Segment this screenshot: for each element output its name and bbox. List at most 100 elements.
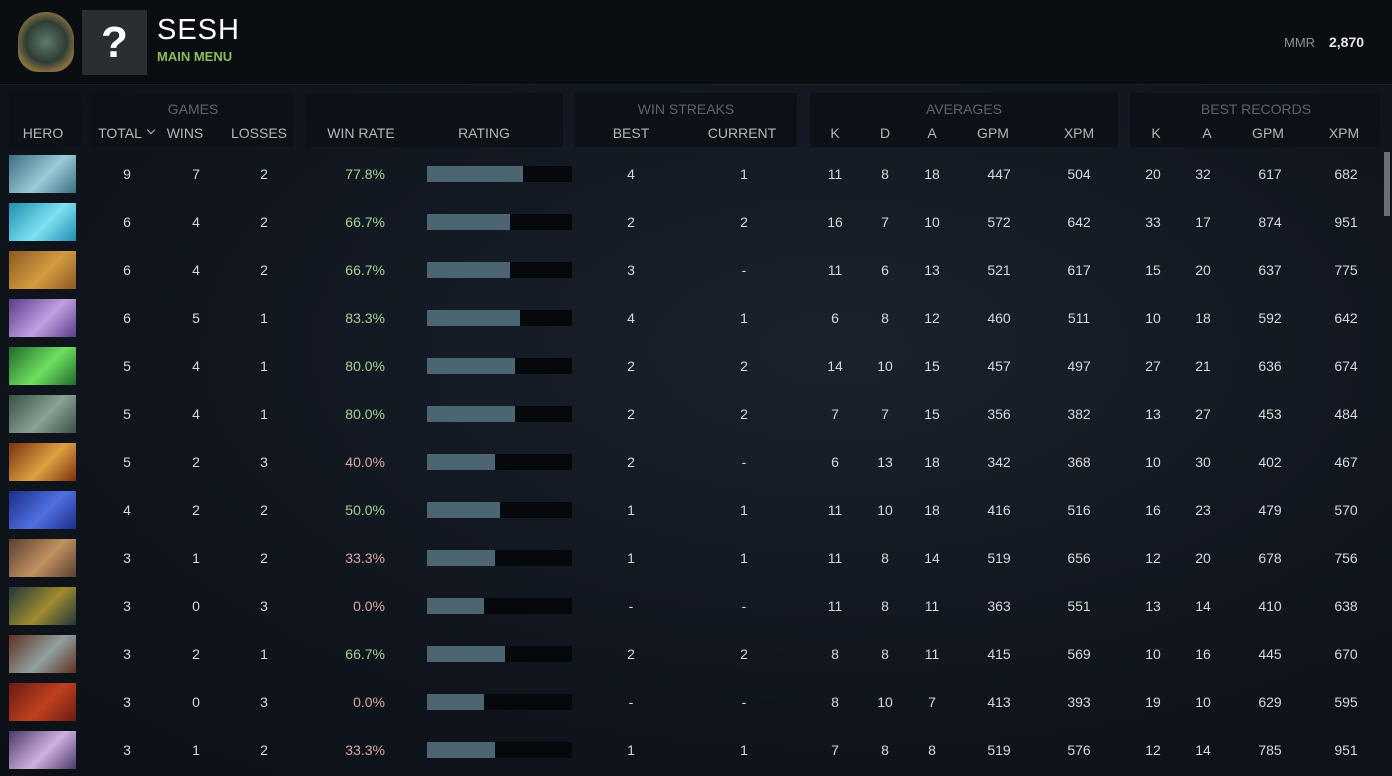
- stat-cell: 1: [740, 502, 748, 518]
- stat-cell: 617: [1067, 262, 1091, 278]
- hero-icon[interactable]: [9, 347, 76, 385]
- stat-cell: 1: [740, 310, 748, 326]
- stat-cell: 11: [827, 598, 843, 614]
- stat-cell: 6: [831, 310, 839, 326]
- rating-bar: [427, 358, 516, 374]
- stat-cell: 4: [192, 214, 200, 230]
- stat-cell: 1: [260, 358, 268, 374]
- win-rate: 66.7%: [345, 646, 385, 662]
- column-header[interactable]: BEST: [612, 125, 650, 141]
- stat-cell: 682: [1334, 166, 1358, 182]
- stat-cell: 7: [881, 214, 889, 230]
- column-header[interactable]: K: [830, 125, 840, 141]
- hero-icon[interactable]: [9, 587, 76, 625]
- hero-icon[interactable]: [9, 155, 76, 193]
- mmr-label: MMR: [1284, 35, 1316, 50]
- rating-bar: [427, 598, 484, 614]
- column-header[interactable]: WINS: [166, 125, 204, 141]
- stat-cell: 7: [831, 742, 839, 758]
- stat-cell: 4: [192, 358, 200, 374]
- stat-cell: 1: [740, 742, 748, 758]
- win-rate: 40.0%: [345, 454, 385, 470]
- header-panel: [305, 93, 563, 147]
- column-header[interactable]: CURRENT: [707, 125, 777, 141]
- stat-cell: 504: [1067, 166, 1091, 182]
- stat-cell: 674: [1334, 358, 1358, 374]
- stat-cell: 10: [1145, 310, 1161, 326]
- stat-cell: 7: [881, 406, 889, 422]
- column-header[interactable]: LOSSES: [230, 125, 288, 141]
- column-header[interactable]: D: [879, 125, 891, 141]
- stat-cell: 416: [987, 502, 1011, 518]
- column-header[interactable]: XPM: [1328, 125, 1360, 141]
- hero-icon[interactable]: [9, 395, 76, 433]
- column-header[interactable]: A: [1202, 125, 1212, 141]
- stat-cell: 670: [1334, 646, 1358, 662]
- hero-icon[interactable]: [9, 491, 76, 529]
- stat-cell: 18: [924, 454, 940, 470]
- rank-medal: [18, 12, 74, 72]
- scrollbar[interactable]: [1384, 152, 1390, 216]
- hero-icon[interactable]: [9, 203, 76, 241]
- stat-cell: 7: [192, 166, 200, 182]
- column-header[interactable]: GPM: [1252, 125, 1284, 141]
- rating-bar: [427, 454, 496, 470]
- stat-cell: 10: [1145, 454, 1161, 470]
- stat-cell: 1: [192, 742, 200, 758]
- avatar[interactable]: ?: [82, 10, 147, 75]
- column-header[interactable]: RATING: [458, 125, 510, 141]
- stat-cell: 10: [924, 214, 940, 230]
- column-group: BEST RECORDS: [1200, 101, 1312, 117]
- hero-icon[interactable]: [9, 635, 76, 673]
- stat-cell: 19: [1145, 694, 1161, 710]
- column-header[interactable]: WIN RATE: [327, 125, 395, 141]
- stat-cell: 2: [627, 646, 635, 662]
- stat-cell: 617: [1258, 166, 1282, 182]
- stat-cell: 638: [1334, 598, 1358, 614]
- column-header[interactable]: GPM: [977, 125, 1009, 141]
- hero-icon[interactable]: [9, 299, 76, 337]
- column-header[interactable]: XPM: [1063, 125, 1095, 141]
- stat-cell: 12: [1145, 742, 1161, 758]
- stat-cell: 410: [1258, 598, 1282, 614]
- column-header[interactable]: HERO: [22, 125, 64, 141]
- stat-cell: 785: [1258, 742, 1282, 758]
- stat-cell: 2: [627, 406, 635, 422]
- hero-icon[interactable]: [9, 251, 76, 289]
- stat-cell: 521: [987, 262, 1011, 278]
- hero-icon[interactable]: [9, 443, 76, 481]
- stat-cell: 15: [924, 358, 940, 374]
- stat-cell: 7: [928, 694, 936, 710]
- hero-icon[interactable]: [9, 683, 76, 721]
- stat-cell: -: [741, 694, 747, 710]
- stat-cell: 15: [1145, 262, 1161, 278]
- stat-cell: 2: [260, 502, 268, 518]
- stat-cell: 18: [924, 502, 940, 518]
- stat-cell: 6: [831, 454, 839, 470]
- column-header[interactable]: A: [927, 125, 937, 141]
- stat-cell: 2: [740, 406, 748, 422]
- stat-cell: 637: [1258, 262, 1282, 278]
- hero-icon[interactable]: [9, 539, 76, 577]
- stat-cell: 6: [123, 262, 131, 278]
- stat-cell: 2: [740, 358, 748, 374]
- column-header[interactable]: K: [1151, 125, 1161, 141]
- win-rate: 83.3%: [345, 310, 385, 326]
- win-rate: 0.0%: [353, 598, 385, 614]
- stat-cell: 382: [1067, 406, 1091, 422]
- stat-cell: 8: [881, 550, 889, 566]
- stat-cell: 1: [627, 742, 635, 758]
- stat-cell: -: [628, 598, 634, 614]
- stat-cell: 10: [877, 358, 893, 374]
- stat-cell: 3: [123, 646, 131, 662]
- hero-icon[interactable]: [9, 731, 76, 769]
- stat-cell: 636: [1258, 358, 1282, 374]
- column-header[interactable]: TOTAL: [98, 125, 142, 141]
- stat-cell: 2: [260, 742, 268, 758]
- stat-cell: 8: [881, 742, 889, 758]
- stat-cell: 13: [1145, 406, 1161, 422]
- stat-cell: 3: [123, 550, 131, 566]
- rating-bar: [427, 694, 484, 710]
- header-panel: [92, 93, 293, 147]
